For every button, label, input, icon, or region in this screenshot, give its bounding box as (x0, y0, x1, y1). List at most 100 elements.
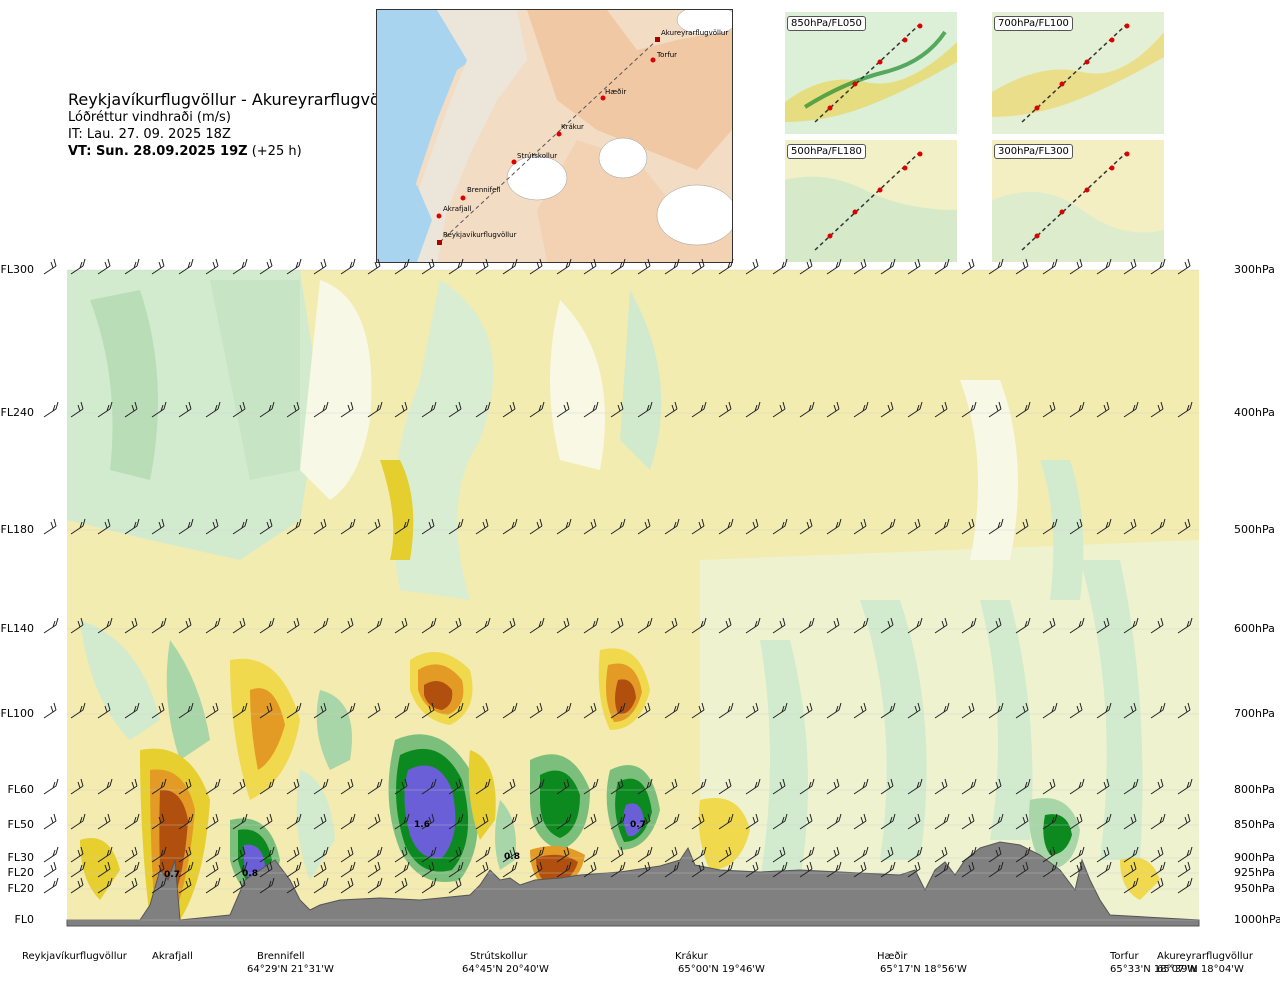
map-label-reykjavik: Reykjavíkurflugvöllur (443, 231, 517, 239)
wind-barb (232, 401, 246, 418)
wind-barb (907, 778, 923, 795)
wind-barb (259, 617, 275, 634)
wind-barb (475, 702, 489, 719)
wind-barb (610, 258, 626, 275)
wind-barb (124, 702, 140, 719)
wind-barb (772, 518, 788, 535)
wind-barb (1069, 401, 1085, 418)
value-label-0: 0.7 (164, 870, 180, 880)
wind-barb (313, 778, 329, 795)
wind-barb (826, 518, 842, 535)
wind-barb (1150, 702, 1166, 719)
thumbnail-300hpa[interactable]: 300hPa/FL300 (992, 140, 1164, 262)
wind-barb (718, 846, 732, 863)
thumbnail-850hpa-map (785, 12, 957, 134)
wind-barb (583, 813, 597, 830)
wind-barb (799, 617, 815, 634)
wind-barb (934, 846, 948, 863)
wind-barb (718, 702, 734, 719)
thumbnail-850hpa[interactable]: 850hPa/FL050 (785, 12, 957, 134)
wind-barb (907, 518, 921, 535)
wind-barb (880, 702, 896, 719)
wind-barb (1123, 861, 1137, 878)
map-label-akrafjall: Akrafjall (443, 205, 472, 213)
wind-barb (1096, 401, 1110, 418)
wind-barb (70, 846, 84, 863)
wind-barb (70, 401, 84, 418)
level-label-hpa-5: 800hPa (1234, 783, 1275, 796)
wind-barb (1096, 861, 1112, 878)
wind-barb (178, 861, 194, 878)
wind-barb (691, 861, 705, 878)
wind-barb (1177, 702, 1191, 719)
wind-barb (934, 813, 950, 830)
wind-barb (1096, 778, 1110, 795)
wind-barb (340, 702, 356, 719)
wind-barb (448, 702, 464, 719)
wind-barb (1042, 861, 1058, 878)
wind-barb (556, 861, 572, 878)
wind-barb (448, 861, 464, 878)
wind-barb (988, 617, 1002, 634)
wind-barb (124, 813, 140, 830)
wind-barb (205, 258, 219, 275)
wind-barb (610, 778, 624, 795)
wind-barb (1015, 702, 1029, 719)
value-label-3: 0.8 (504, 852, 520, 862)
wind-barb (664, 702, 680, 719)
wind-barb (205, 778, 221, 795)
wind-barb (880, 258, 896, 275)
wind-barb (637, 778, 653, 795)
wind-barb (880, 617, 894, 634)
wind-barb (1069, 861, 1083, 878)
wind-barb (367, 617, 383, 634)
wind-barb (1177, 401, 1193, 418)
wind-barb (340, 861, 356, 878)
wind-barb (853, 813, 867, 830)
thumbnail-300hpa-map (992, 140, 1164, 262)
wind-barb (988, 846, 1002, 863)
wind-barb (232, 861, 248, 878)
wind-barb (907, 813, 921, 830)
wind-barb (583, 702, 597, 719)
wind-barb (934, 401, 948, 418)
location-name-4: Krákur (675, 951, 708, 962)
level-label-fl-3: FL140 (0, 622, 34, 635)
wind-barb (286, 258, 302, 275)
wind-barb (1096, 617, 1110, 634)
wind-barb (718, 401, 732, 418)
wind-barb (286, 877, 300, 894)
wind-barb (232, 518, 248, 535)
wind-barb (934, 861, 950, 878)
wind-barb (205, 813, 219, 830)
wind-barb (1150, 846, 1164, 863)
wind-barb (961, 617, 977, 634)
wind-barb (1042, 617, 1056, 634)
wind-barb (97, 258, 111, 275)
wind-barb (394, 617, 408, 634)
wind-barb (583, 258, 597, 275)
wind-barb (1150, 877, 1164, 894)
wind-barb (394, 861, 410, 878)
wind-barb (340, 813, 356, 830)
thumbnail-500hpa[interactable]: 500hPa/FL180 (785, 140, 957, 262)
wind-barb (1015, 258, 1029, 275)
wind-barb (637, 702, 651, 719)
map-label-krakur: Krákur (561, 123, 584, 131)
wind-barb (43, 877, 59, 894)
wind-barb (745, 518, 759, 535)
wind-barb (421, 877, 437, 894)
wind-barb (610, 846, 624, 863)
wind-barb (259, 401, 275, 418)
map-label-torfur: Torfur (657, 51, 678, 59)
level-label-hpa-7: 900hPa (1234, 851, 1275, 864)
wind-barb (880, 778, 894, 795)
wind-barb (421, 617, 437, 634)
wind-barb (475, 778, 491, 795)
wind-barb (502, 702, 518, 719)
thumbnail-500hpa-label: 500hPa/FL180 (787, 144, 866, 159)
wind-barb (529, 401, 545, 418)
thumbnail-700hpa[interactable]: 700hPa/FL100 (992, 12, 1164, 134)
wind-barb (394, 258, 410, 275)
wind-barb (853, 617, 869, 634)
